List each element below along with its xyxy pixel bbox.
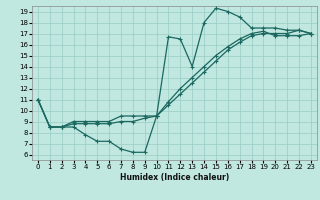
X-axis label: Humidex (Indice chaleur): Humidex (Indice chaleur) <box>120 173 229 182</box>
